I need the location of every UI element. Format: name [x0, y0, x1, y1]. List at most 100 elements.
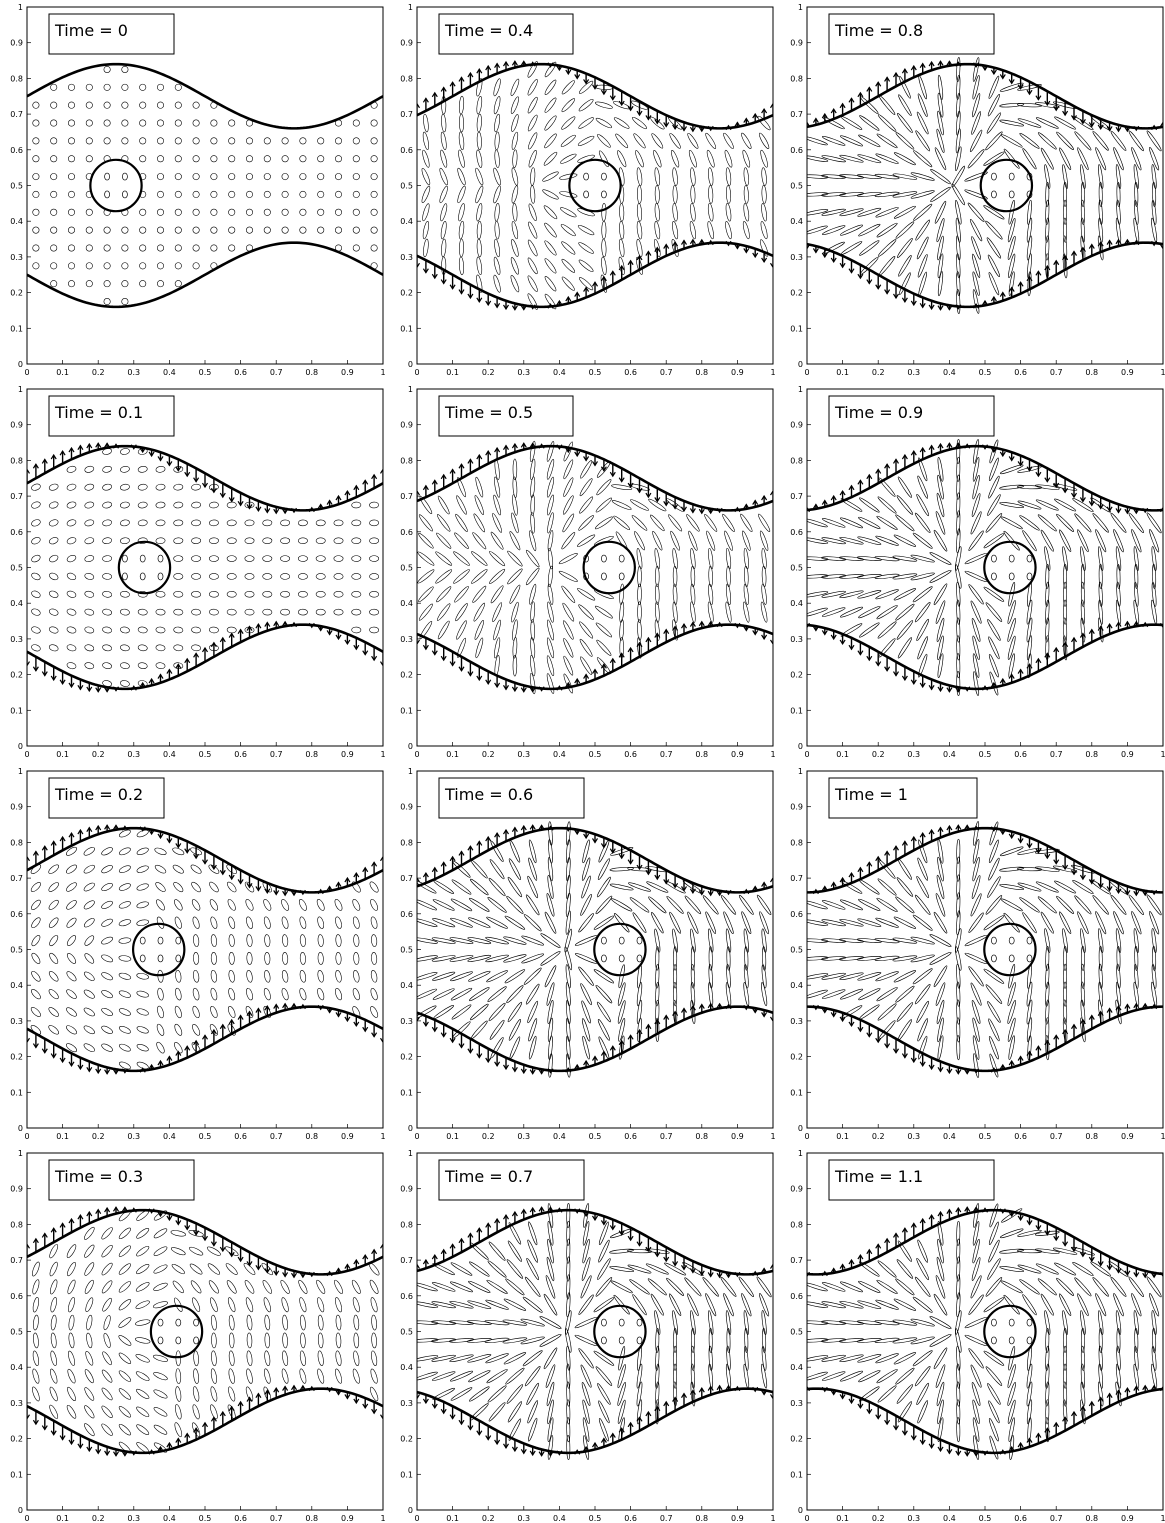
director-glyph — [1133, 981, 1140, 1007]
director-glyph — [936, 1381, 945, 1407]
wall-velocity-arrowhead — [476, 297, 483, 303]
director-glyph — [983, 533, 1005, 549]
wall-velocity-arrowhead — [485, 835, 492, 842]
director-glyph — [512, 476, 518, 498]
wall-velocity-arrowhead — [449, 1037, 456, 1044]
director-glyph — [1063, 563, 1067, 589]
director-glyph — [84, 953, 95, 964]
director-glyph — [895, 603, 915, 621]
wall-velocity-arrowhead — [59, 1057, 66, 1064]
wall-velocity-arrowhead — [583, 1059, 590, 1066]
director-glyph — [494, 458, 500, 480]
director-glyph — [192, 1023, 201, 1036]
wall-velocity-arrowhead — [743, 248, 750, 254]
director-glyph — [596, 876, 611, 898]
director-glyph — [956, 1017, 961, 1043]
director-glyph — [486, 1369, 508, 1384]
director-glyph — [540, 951, 561, 966]
director-glyph — [1017, 847, 1042, 855]
wall-velocity-arrowhead — [698, 1386, 705, 1393]
director-glyph — [469, 1386, 490, 1402]
director-glyph — [562, 602, 575, 622]
director-glyph — [471, 569, 488, 584]
director-glyph — [32, 137, 40, 145]
director-glyph — [821, 155, 846, 163]
wall-velocity-arrowhead — [282, 508, 289, 515]
director-glyph — [989, 1435, 999, 1460]
director-glyph — [1077, 147, 1089, 171]
director-glyph — [1045, 217, 1050, 243]
director-glyph — [937, 110, 944, 136]
y-tick-label: 0.6 — [790, 146, 803, 155]
wall-velocity-arrowhead — [663, 1400, 670, 1407]
director-glyph — [493, 96, 501, 115]
x-tick-label: 0.6 — [234, 750, 247, 759]
director-glyph — [245, 1297, 254, 1313]
director-glyph — [566, 1274, 571, 1300]
wall-velocity-arrowhead — [440, 1408, 447, 1415]
director-glyph — [929, 934, 952, 947]
director-glyph — [449, 1354, 474, 1362]
director-glyph — [246, 1368, 253, 1384]
director-glyph — [858, 516, 881, 529]
y-tick-label: 0.6 — [790, 528, 803, 537]
cylinder-outline — [979, 158, 1034, 213]
director-glyph — [157, 190, 165, 198]
upper-wall — [807, 826, 1163, 894]
director-glyph — [352, 173, 360, 181]
director-glyph — [690, 167, 696, 186]
director-glyph — [579, 638, 593, 657]
director-glyph — [578, 1294, 594, 1315]
director-glyph — [577, 135, 595, 146]
wall-velocity-arrowhead — [565, 69, 572, 76]
director-glyph — [118, 955, 132, 962]
director-glyph — [725, 221, 732, 240]
wall-velocity-arrowhead — [981, 65, 989, 72]
wall-velocity-arrowhead — [769, 1394, 773, 1400]
wall-velocity-arrowhead — [892, 671, 900, 677]
director-glyph — [1095, 147, 1107, 171]
director-glyph — [724, 149, 733, 168]
x-tick-label: 1 — [380, 1514, 385, 1523]
director-glyph — [135, 1282, 150, 1292]
wall-velocity-arrowhead — [919, 1439, 926, 1446]
wall-velocity-arrowhead — [769, 262, 773, 269]
wall-velocity-arrowhead — [1133, 508, 1140, 515]
director-glyph — [915, 130, 930, 152]
x-tick-label: 0.2 — [872, 368, 885, 377]
director-glyph — [173, 483, 184, 491]
wall-velocity-arrowhead — [752, 1008, 759, 1014]
director-glyph — [1128, 130, 1144, 152]
x-tick-label: 0.8 — [305, 1132, 318, 1141]
director-glyph — [1152, 563, 1157, 589]
y-tick-label: 0.5 — [10, 182, 23, 191]
director-glyph — [49, 1404, 59, 1419]
wall-velocity-arrowhead — [875, 1414, 882, 1420]
director-glyph — [1063, 581, 1067, 607]
director-glyph — [561, 241, 576, 255]
director-glyph — [970, 982, 982, 1006]
wall-velocity-arrowhead — [59, 1435, 66, 1441]
director-glyph — [281, 155, 289, 163]
y-tick-label: 1 — [798, 385, 803, 394]
director-glyph — [636, 1336, 643, 1345]
director-glyph — [609, 883, 634, 891]
wall-velocity-arrowhead — [1044, 853, 1051, 860]
wall-velocity-arrowhead — [734, 121, 741, 127]
director-glyph — [991, 1336, 997, 1345]
wall-velocity-arrowhead — [857, 479, 864, 485]
director-glyph — [50, 226, 58, 234]
director-glyph — [740, 513, 753, 532]
director-glyph — [595, 984, 613, 1004]
director-glyph — [1151, 164, 1157, 189]
director-glyph — [281, 190, 289, 198]
director-glyph — [1070, 1246, 1095, 1256]
director-glyph — [684, 1277, 702, 1297]
director-glyph — [527, 79, 538, 96]
director-glyph — [761, 547, 767, 570]
wall-velocity-arrowhead — [955, 1206, 962, 1213]
director-glyph — [595, 895, 613, 915]
director-glyph — [955, 928, 962, 953]
director-glyph — [120, 644, 130, 652]
wall-velocity-arrowhead — [848, 1021, 855, 1028]
